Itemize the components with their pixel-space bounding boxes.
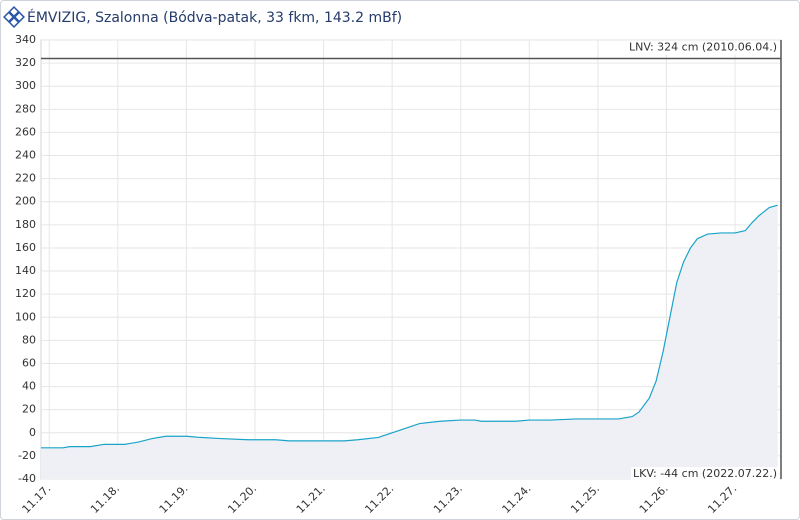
y-tick-label: 80	[22, 333, 36, 346]
logo	[3, 6, 25, 28]
x-tick-label: 11.25.	[568, 482, 602, 516]
threshold-label-bg	[631, 467, 779, 481]
x-tick-label: 11.23.	[431, 482, 465, 516]
y-tick-label: 120	[15, 287, 36, 300]
y-tick-label: 180	[15, 218, 36, 231]
y-tick-label: 160	[15, 241, 36, 254]
x-tick-label: 11.26.	[637, 482, 671, 516]
y-tick-label: 100	[15, 310, 36, 323]
y-tick-label: 260	[15, 125, 36, 138]
x-tick-label: 11.21.	[294, 482, 328, 516]
y-tick-label: 280	[15, 102, 36, 115]
y-tick-label: -40	[18, 472, 36, 485]
x-tick-label: 11.22.	[362, 482, 396, 516]
x-tick-label: 11.17.	[20, 482, 54, 516]
y-tick-label: 320	[15, 56, 36, 69]
chart-title: ÉMVIZIG, Szalonna (Bódva-patak, 33 fkm, …	[27, 9, 402, 26]
threshold-label: LNV: 324 cm (2010.06.04.)	[629, 40, 777, 53]
y-tick-label: 0	[29, 426, 36, 439]
y-tick-label: 40	[22, 380, 36, 393]
y-tick-label: 300	[15, 79, 36, 92]
y-tick-label: 340	[15, 33, 36, 46]
y-tick-label: 140	[15, 264, 36, 277]
area	[41, 205, 778, 479]
x-tick-label: 11.27.	[705, 482, 739, 516]
threshold-label-bg	[631, 40, 779, 55]
x-tick-label: 11.19.	[157, 482, 191, 516]
y-tick-label: 240	[15, 149, 36, 162]
y-tick-label: 220	[15, 172, 36, 185]
x-tick-label: 11.20.	[225, 482, 259, 516]
threshold-label: LKV: -44 cm (2022.07.22.)	[633, 467, 777, 480]
line	[41, 204, 778, 449]
y-tick-label: 200	[15, 195, 36, 208]
y-tick-label: -20	[18, 449, 36, 462]
y-tick-label: 60	[22, 356, 36, 369]
x-tick-label: 11.24.	[500, 482, 534, 516]
x-tick-label: 11.18.	[88, 482, 122, 516]
y-tick-label: 20	[22, 403, 36, 416]
